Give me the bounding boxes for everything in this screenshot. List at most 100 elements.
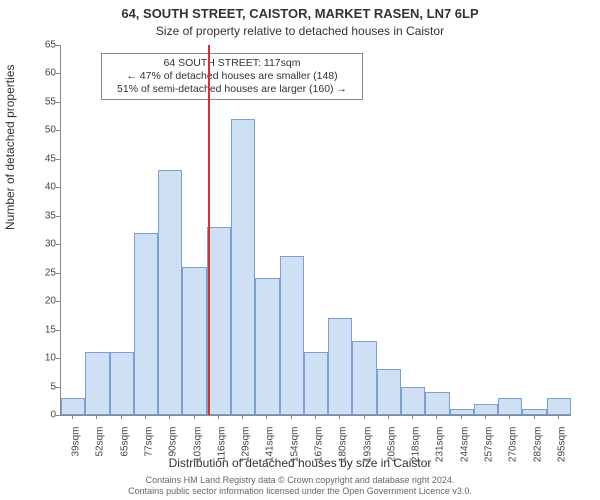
- y-axis-label: Number of detached properties: [3, 65, 17, 230]
- histogram-bar: [377, 369, 401, 415]
- y-tick-mark: [56, 159, 60, 160]
- histogram-bar: [110, 352, 134, 415]
- histogram-bar: [207, 227, 231, 415]
- x-tick-mark: [121, 415, 122, 419]
- x-tick-label: 103sqm: [192, 427, 203, 463]
- x-tick-mark: [388, 415, 389, 419]
- x-tick-label: 257sqm: [484, 427, 495, 463]
- y-tick-label: 25: [30, 267, 56, 278]
- footer-line: Contains HM Land Registry data © Crown c…: [0, 475, 600, 486]
- x-tick-label: 231sqm: [435, 427, 446, 463]
- x-tick-mark: [291, 415, 292, 419]
- x-tick-mark: [558, 415, 559, 419]
- histogram-bar: [547, 398, 571, 415]
- y-tick-label: 60: [30, 68, 56, 79]
- x-tick-label: 295sqm: [556, 427, 567, 463]
- x-tick-mark: [509, 415, 510, 419]
- x-tick-mark: [96, 415, 97, 419]
- histogram-bar: [401, 387, 425, 415]
- y-tick-mark: [56, 415, 60, 416]
- x-tick-label: 90sqm: [168, 427, 179, 457]
- x-tick-mark: [315, 415, 316, 419]
- y-tick-label: 15: [30, 324, 56, 335]
- plot-area: 64 SOUTH STREET: 117sqm ← 47% of detache…: [60, 45, 571, 416]
- x-tick-label: 270sqm: [508, 427, 519, 463]
- y-tick-label: 65: [30, 40, 56, 51]
- footer-line: Contains public sector information licen…: [0, 486, 600, 497]
- y-tick-mark: [56, 73, 60, 74]
- x-tick-mark: [194, 415, 195, 419]
- y-tick-mark: [56, 130, 60, 131]
- histogram-bar: [352, 341, 376, 415]
- annotation-line: 51% of semi-detached houses are larger (…: [108, 83, 356, 96]
- x-tick-label: 52sqm: [95, 427, 106, 457]
- y-tick-mark: [56, 358, 60, 359]
- x-tick-mark: [412, 415, 413, 419]
- chart-title: 64, SOUTH STREET, CAISTOR, MARKET RASEN,…: [0, 6, 600, 21]
- x-tick-label: 154sqm: [289, 427, 300, 463]
- histogram-bar: [182, 267, 206, 415]
- y-tick-label: 50: [30, 125, 56, 136]
- reference-line: [208, 45, 210, 415]
- y-tick-label: 20: [30, 296, 56, 307]
- annotation-box: 64 SOUTH STREET: 117sqm ← 47% of detache…: [101, 53, 363, 100]
- y-tick-mark: [56, 216, 60, 217]
- histogram-bar: [255, 278, 279, 415]
- x-tick-mark: [145, 415, 146, 419]
- x-tick-label: 65sqm: [119, 427, 130, 457]
- histogram-bar: [61, 398, 85, 415]
- histogram-bar: [231, 119, 255, 415]
- x-tick-label: 244sqm: [459, 427, 470, 463]
- y-tick-label: 10: [30, 353, 56, 364]
- x-tick-label: 205sqm: [386, 427, 397, 463]
- histogram-chart: 64, SOUTH STREET, CAISTOR, MARKET RASEN,…: [0, 0, 600, 500]
- x-tick-mark: [339, 415, 340, 419]
- histogram-bar: [328, 318, 352, 415]
- x-tick-label: 180sqm: [338, 427, 349, 463]
- histogram-bar: [85, 352, 109, 415]
- x-tick-label: 218sqm: [411, 427, 422, 463]
- x-tick-mark: [218, 415, 219, 419]
- y-tick-mark: [56, 387, 60, 388]
- chart-subtitle: Size of property relative to detached ho…: [0, 24, 600, 38]
- y-tick-label: 0: [30, 410, 56, 421]
- histogram-bar: [134, 233, 158, 415]
- x-tick-label: 116sqm: [216, 427, 227, 462]
- x-tick-mark: [436, 415, 437, 419]
- y-tick-mark: [56, 330, 60, 331]
- y-tick-label: 5: [30, 381, 56, 392]
- y-tick-mark: [56, 244, 60, 245]
- y-tick-mark: [56, 273, 60, 274]
- histogram-bar: [498, 398, 522, 415]
- x-tick-mark: [266, 415, 267, 419]
- histogram-bar: [450, 409, 474, 415]
- x-tick-mark: [364, 415, 365, 419]
- histogram-bar: [280, 256, 304, 415]
- histogram-bar: [425, 392, 449, 415]
- annotation-line: ← 47% of detached houses are smaller (14…: [108, 70, 356, 83]
- x-tick-label: 129sqm: [241, 427, 252, 463]
- y-tick-label: 35: [30, 210, 56, 221]
- x-tick-label: 141sqm: [265, 427, 276, 463]
- x-tick-label: 39sqm: [71, 427, 82, 457]
- histogram-bar: [522, 409, 546, 415]
- y-tick-label: 30: [30, 239, 56, 250]
- y-tick-label: 40: [30, 182, 56, 193]
- histogram-bar: [304, 352, 328, 415]
- x-tick-mark: [461, 415, 462, 419]
- y-tick-mark: [56, 45, 60, 46]
- y-tick-label: 45: [30, 153, 56, 164]
- x-tick-label: 77sqm: [144, 427, 155, 457]
- x-tick-mark: [169, 415, 170, 419]
- histogram-bar: [474, 404, 498, 415]
- footer-attribution: Contains HM Land Registry data © Crown c…: [0, 475, 600, 497]
- annotation-line: 64 SOUTH STREET: 117sqm: [108, 57, 356, 70]
- y-tick-mark: [56, 102, 60, 103]
- y-tick-mark: [56, 187, 60, 188]
- y-tick-label: 55: [30, 96, 56, 107]
- y-tick-mark: [56, 301, 60, 302]
- x-tick-label: 193sqm: [362, 427, 373, 463]
- x-tick-mark: [72, 415, 73, 419]
- x-tick-mark: [485, 415, 486, 419]
- x-tick-label: 167sqm: [314, 427, 325, 463]
